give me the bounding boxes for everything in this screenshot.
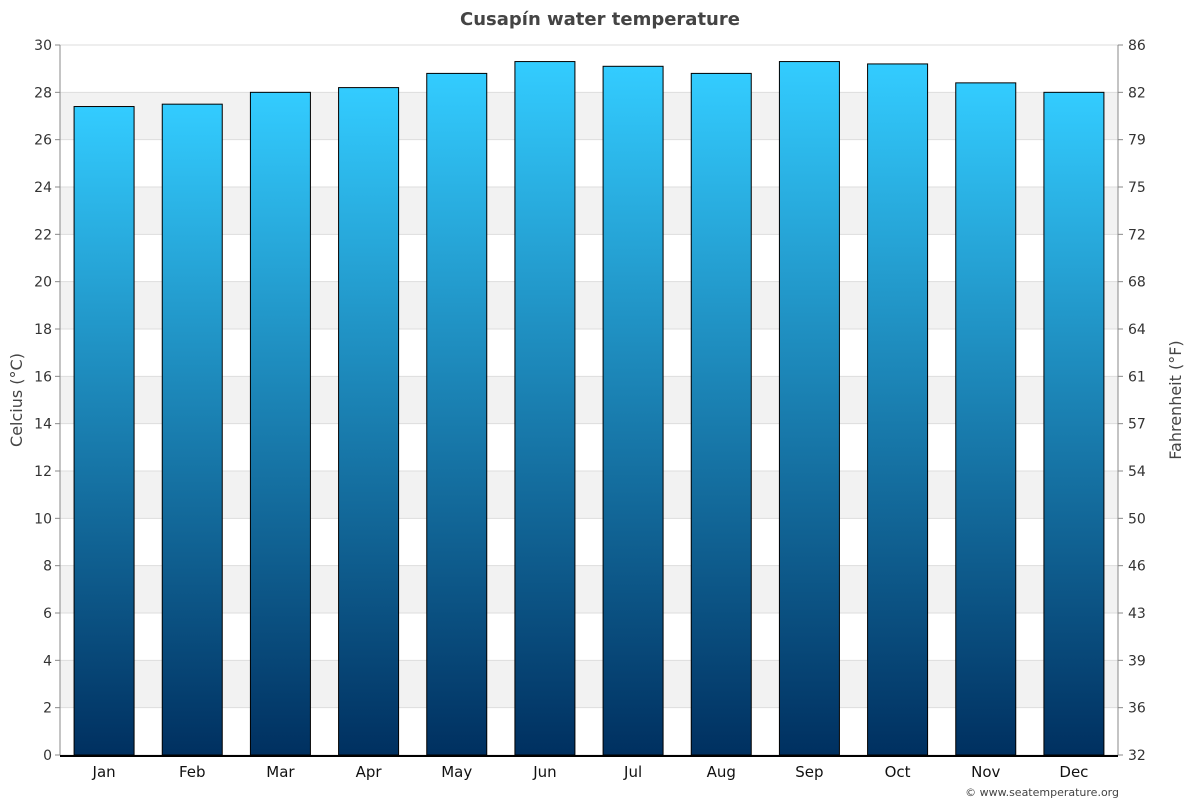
grid-band	[60, 376, 1118, 424]
y-right-tick-label: 46	[1128, 559, 1146, 575]
x-tick-label: Apr	[356, 763, 383, 781]
y-right-tick-label: 61	[1128, 369, 1146, 385]
grid-band	[60, 92, 1118, 140]
bar-sep	[778, 61, 840, 756]
y-tick-label: 4	[43, 653, 52, 669]
y-right-tick-label: 32	[1128, 748, 1146, 764]
bar-mar	[249, 91, 311, 756]
y-tick-label: 18	[34, 322, 52, 338]
x-tick-label: Jun	[532, 763, 556, 781]
y-right-tick-label: 68	[1128, 275, 1146, 291]
y-tick-label: 24	[34, 180, 52, 196]
y-tick-label: 10	[34, 511, 52, 527]
grid-band	[60, 187, 1118, 235]
y-right-tick-label: 36	[1128, 701, 1146, 717]
y-right-tick-label: 82	[1128, 85, 1146, 101]
y-right-tick-label: 79	[1128, 133, 1146, 149]
x-tick-label: Jul	[623, 763, 642, 781]
y-right-tick-label: 39	[1128, 653, 1146, 669]
grid-band	[60, 281, 1118, 329]
x-tick-label: May	[441, 763, 472, 781]
bar-jul	[602, 65, 664, 756]
y-tick-label: 16	[34, 369, 52, 385]
x-tick-label: Aug	[707, 763, 736, 781]
x-tick-label: Feb	[179, 763, 206, 781]
y-tick-label: 0	[43, 748, 52, 764]
x-tick-label: Jan	[92, 763, 116, 781]
bar-oct	[867, 63, 929, 756]
bar-jun	[514, 61, 576, 756]
bar-may	[426, 72, 488, 756]
y-right-tick-label: 75	[1128, 180, 1146, 196]
chart-title: Cusapín water temperature	[460, 9, 740, 30]
bar-aug	[690, 72, 752, 756]
y-right-tick-label: 64	[1128, 322, 1146, 338]
y-right-tick-label: 86	[1128, 38, 1146, 54]
y-tick-label: 12	[34, 464, 52, 480]
grid-band	[60, 565, 1118, 613]
bar-dec	[1043, 91, 1105, 756]
grid-band	[60, 471, 1118, 519]
y-right-tick-label: 43	[1128, 606, 1146, 622]
y-tick-label: 6	[43, 606, 52, 622]
x-tick-label: Mar	[266, 763, 295, 781]
y-axis-right-label: Fahrenheit (°F)	[1166, 340, 1185, 459]
footer-credit: © www.seatemperature.org	[965, 786, 1119, 799]
y-tick-label: 22	[34, 227, 52, 243]
y-right-tick-label: 57	[1128, 417, 1146, 433]
y-tick-label: 14	[34, 417, 52, 433]
y-tick-label: 28	[34, 85, 52, 101]
y-tick-label: 26	[34, 133, 52, 149]
bar-feb	[161, 103, 223, 756]
x-tick-label: Dec	[1059, 763, 1088, 781]
y-axis-label: Celcius (°C)	[7, 353, 26, 447]
y-right-tick-label: 54	[1128, 464, 1146, 480]
y-tick-label: 20	[34, 275, 52, 291]
bar-nov	[955, 82, 1017, 756]
x-tick-label: Oct	[885, 763, 911, 781]
y-tick-label: 2	[43, 701, 52, 717]
x-tick-label: Sep	[795, 763, 823, 781]
y-right-tick-label: 50	[1128, 511, 1146, 527]
x-tick-label: Nov	[971, 763, 1000, 781]
y-tick-label: 8	[43, 559, 52, 575]
bar-jan	[73, 106, 135, 756]
grid-band	[60, 660, 1118, 708]
y-right-tick-label: 72	[1128, 227, 1146, 243]
bar-apr	[338, 87, 400, 756]
y-tick-label: 30	[34, 38, 52, 54]
